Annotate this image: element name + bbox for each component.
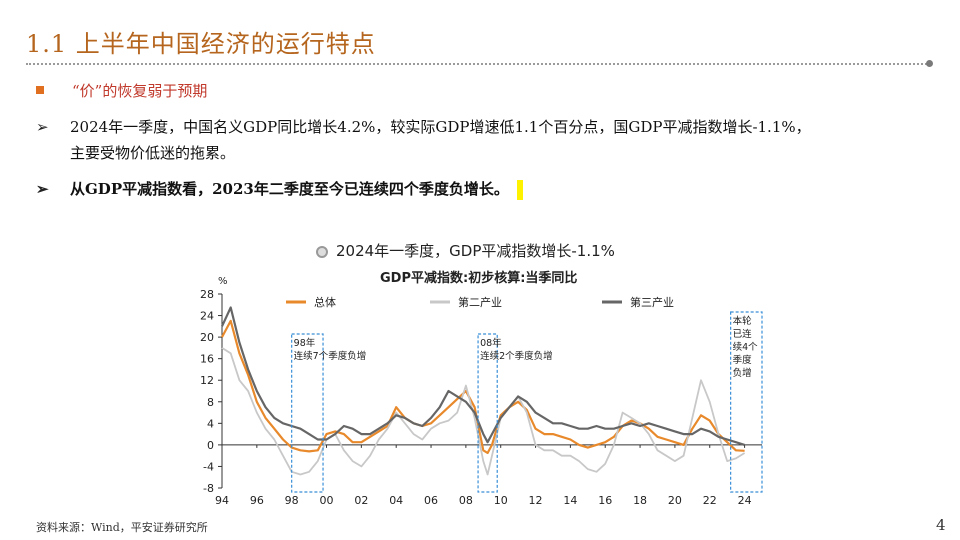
chart-title: 2024年一季度，GDP平减指数增长-1.1%	[316, 240, 615, 261]
annotation-label: 08年连续2个季度负增	[480, 337, 553, 362]
chart-title-text: 2024年一季度，GDP平减指数增长-1.1%	[336, 242, 615, 260]
series-line-2	[221, 347, 746, 476]
bullet-point-2: ➢ 从GDP平减指数看，2023年二季度至今已连续四个季度负增长。	[36, 176, 523, 202]
y-tick-label: 24	[200, 310, 214, 323]
y-tick-label: 4	[207, 417, 214, 430]
y-tick-label: 16	[200, 353, 214, 366]
x-tick-label: 00	[320, 494, 334, 507]
chart-subtitle: GDP平减指数:初步核算:当季同比	[380, 271, 578, 286]
x-tick-label: 22	[703, 494, 717, 507]
divider-end-dot	[926, 60, 933, 67]
highlight-marker	[516, 180, 523, 200]
chart-annotations: 98年连续7个季度负增 08年连续2个季度负增 本轮已连续4个季度负增	[291, 311, 763, 493]
legend-label: 第二产业	[458, 295, 502, 309]
x-tick-label: 16	[598, 494, 612, 507]
x-tick-label: 24	[738, 494, 752, 507]
y-tick-label: -8	[203, 482, 214, 495]
x-tick-label: 14	[563, 494, 577, 507]
chart-series	[221, 306, 746, 476]
bullet-point-1-continued: 主要受物价低迷的拖累。	[70, 144, 236, 162]
bullet-1-text: 2024年一季度，中国名义GDP同比增长4.2%，较实际GDP增速低1.1个百分…	[70, 118, 811, 136]
x-tick-label: 02	[354, 494, 368, 507]
y-tick-label: 0	[207, 439, 214, 452]
x-tick-label: 10	[494, 494, 508, 507]
annotation-box	[291, 333, 324, 493]
x-tick-label: 94	[215, 494, 229, 507]
arrow-bullet-icon: ➢	[36, 180, 49, 198]
chart-legend: 总体 第二产业 第三产业	[286, 295, 674, 309]
slide-title: 1.1 上半年中国经济的运行特点	[26, 30, 376, 58]
arrow-bullet-icon: ➢	[36, 118, 49, 136]
y-tick-label: -4	[203, 460, 214, 473]
legend-label: 总体	[314, 295, 336, 309]
section-heading-text: “价”的恢复弱于预期	[72, 82, 208, 100]
bullet-point-1: ➢ 2024年一季度，中国名义GDP同比增长4.2%，较实际GDP增速低1.1个百…	[36, 114, 811, 140]
x-tick-label: 20	[668, 494, 682, 507]
source-footnote: 资料来源：Wind，平安证券研究所	[36, 521, 208, 534]
square-bullet-icon	[36, 86, 44, 94]
radio-dot-icon	[316, 245, 328, 258]
title-divider	[26, 63, 930, 65]
annotation-box	[730, 311, 763, 493]
y-tick-label: 8	[207, 396, 214, 409]
series-line-3	[221, 306, 745, 446]
y-tick-label: 28	[200, 288, 214, 301]
bullet-2-text: 从GDP平减指数看，2023年二季度至今已连续四个季度负增长。	[70, 180, 509, 198]
y-tick-label: 12	[200, 374, 214, 387]
x-tick-label: 18	[633, 494, 647, 507]
chart-axes: % 28 24 20 16 12 8 4 0 -4 -894 96 98 00 02 04 06 08 10 12 14…	[200, 276, 762, 507]
y-axis-unit-label: %	[218, 276, 228, 287]
annotation-label: 本轮已连续4个季度负增	[733, 315, 759, 379]
series-line-1	[221, 319, 745, 455]
page-number: 4	[936, 516, 946, 534]
x-tick-label: 96	[250, 494, 264, 507]
x-tick-label: 98	[285, 494, 299, 507]
x-tick-label: 04	[389, 494, 403, 507]
legend-label: 第三产业	[630, 295, 674, 309]
x-tick-label: 06	[424, 494, 438, 507]
x-tick-label: 08	[459, 494, 473, 507]
y-tick-label: 20	[200, 331, 214, 344]
annotation-label: 98年连续7个季度负增	[294, 337, 367, 362]
annotation-box	[477, 333, 498, 493]
section-heading: “价”的恢复弱于预期	[36, 80, 207, 101]
x-tick-label: 12	[529, 494, 543, 507]
